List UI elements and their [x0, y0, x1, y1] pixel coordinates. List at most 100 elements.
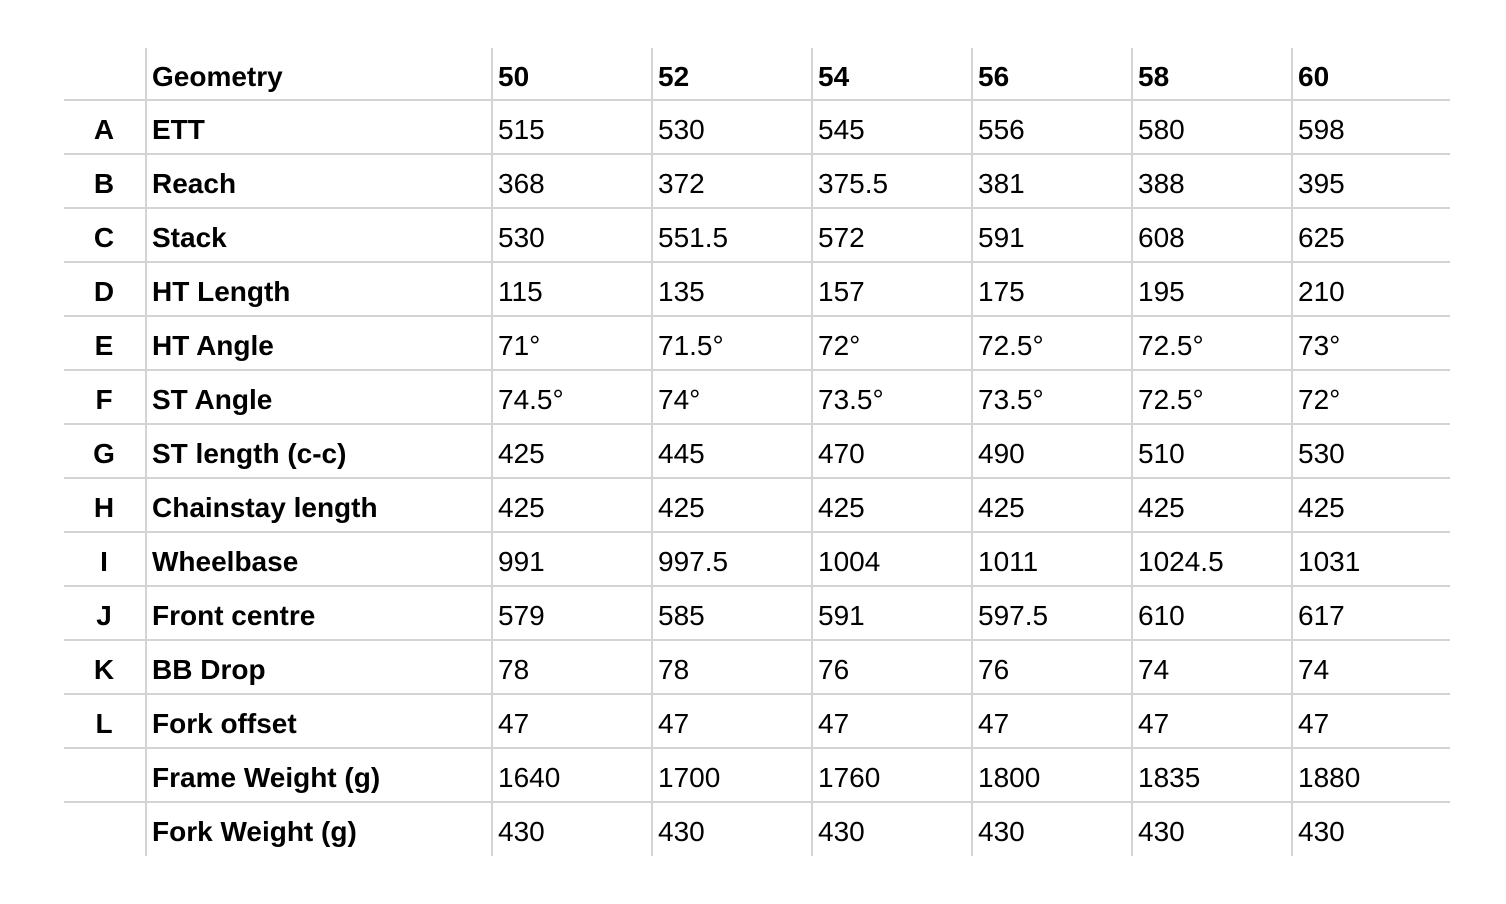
row-label: Fork offset — [152, 708, 297, 739]
row-letter — [64, 751, 144, 805]
table-cell: 579 — [498, 600, 545, 631]
table-cell: 425 — [978, 492, 1025, 523]
table-cell: 1700 — [658, 762, 721, 793]
table-cell: 490 — [978, 438, 1025, 469]
table-cell: 395 — [1298, 168, 1345, 199]
table-cell: 530 — [1298, 438, 1345, 469]
row-label: HT Angle — [152, 330, 274, 361]
table-cell: 47 — [1138, 708, 1170, 739]
row-letter: L — [95, 708, 113, 739]
table-cell: 585 — [658, 600, 705, 631]
table-cell: 74.5° — [498, 384, 564, 415]
table-cell: 74 — [1298, 654, 1330, 685]
table-cell: 76 — [978, 654, 1010, 685]
header-size: 60 — [1298, 61, 1330, 92]
table-cell: 425 — [1298, 492, 1345, 523]
table-cell: 530 — [498, 222, 545, 253]
row-divider — [64, 423, 1450, 425]
table-cell: 510 — [1138, 438, 1185, 469]
table-cell: 425 — [498, 438, 545, 469]
row-label: HT Length — [152, 276, 291, 307]
table-cell: 72° — [1298, 384, 1341, 415]
column-divider — [971, 48, 973, 856]
table-cell: 195 — [1138, 276, 1185, 307]
table-cell: 430 — [658, 816, 705, 847]
row-letter — [64, 805, 144, 859]
row-label: ST Angle — [152, 384, 273, 415]
row-label: Fork Weight (g) — [152, 816, 357, 847]
table-cell: 74 — [1138, 654, 1170, 685]
row-label: ETT — [152, 114, 205, 145]
row-letter: G — [93, 438, 115, 469]
row-divider — [64, 315, 1450, 317]
table-cell: 597.5 — [978, 600, 1049, 631]
row-divider — [64, 369, 1450, 371]
table-cell: 78 — [498, 654, 530, 685]
row-divider — [64, 693, 1450, 695]
table-cell: 608 — [1138, 222, 1185, 253]
header-size: 52 — [658, 61, 690, 92]
row-letter: F — [95, 384, 113, 415]
row-divider — [64, 207, 1450, 209]
table-cell: 425 — [1138, 492, 1185, 523]
row-letter: A — [93, 114, 115, 145]
table-cell: 175 — [978, 276, 1025, 307]
table-cell: 47 — [498, 708, 530, 739]
row-divider — [64, 531, 1450, 533]
table-cell: 445 — [658, 438, 705, 469]
table-cell: 545 — [818, 114, 865, 145]
header-size: 50 — [498, 61, 530, 92]
table-cell: 76 — [818, 654, 850, 685]
table-cell: 580 — [1138, 114, 1185, 145]
table-cell: 551.5 — [658, 222, 729, 253]
row-label: Front centre — [152, 600, 316, 631]
table-cell: 470 — [818, 438, 865, 469]
row-letter: J — [96, 600, 112, 631]
table-cell: 515 — [498, 114, 545, 145]
table-cell: 115 — [498, 276, 543, 307]
header-geometry: Geometry — [152, 61, 283, 92]
table-cell: 991 — [498, 546, 545, 577]
table-cell: 368 — [498, 168, 545, 199]
table-cell: 1800 — [978, 762, 1041, 793]
column-divider — [1291, 48, 1293, 856]
row-label: ST length (c-c) — [152, 438, 347, 469]
column-divider — [145, 48, 147, 856]
table-cell: 74° — [658, 384, 701, 415]
table-cell: 430 — [498, 816, 545, 847]
column-divider — [1131, 48, 1133, 856]
row-letter: K — [93, 654, 115, 685]
table-cell: 997.5 — [658, 546, 729, 577]
row-label: Stack — [152, 222, 227, 253]
row-letter: E — [94, 330, 114, 361]
table-cell: 72.5° — [1138, 384, 1204, 415]
table-cell: 375.5 — [818, 168, 889, 199]
table-cell: 78 — [658, 654, 690, 685]
table-cell: 388 — [1138, 168, 1185, 199]
table-cell: 157 — [818, 276, 865, 307]
table-cell: 425 — [818, 492, 865, 523]
table-cell: 1760 — [818, 762, 881, 793]
table-cell: 425 — [498, 492, 545, 523]
table-cell: 72.5° — [978, 330, 1044, 361]
table-cell: 625 — [1298, 222, 1345, 253]
table-cell: 73° — [1298, 330, 1341, 361]
header-size: 56 — [978, 61, 1010, 92]
table-cell: 135 — [658, 276, 705, 307]
table-cell: 598 — [1298, 114, 1345, 145]
table-cell: 1835 — [1138, 762, 1201, 793]
table-cell: 572 — [818, 222, 865, 253]
table-cell: 210 — [1298, 276, 1345, 307]
row-divider — [64, 585, 1450, 587]
table-cell: 556 — [978, 114, 1025, 145]
row-label: Reach — [152, 168, 237, 199]
table-cell: 1004 — [818, 546, 881, 577]
row-divider — [64, 99, 1450, 101]
table-cell: 1011 — [978, 546, 1039, 577]
row-letter: I — [100, 546, 108, 577]
table-cell: 381 — [978, 168, 1025, 199]
table-cell: 1031 — [1298, 546, 1361, 577]
table-cell: 610 — [1138, 600, 1185, 631]
table-cell: 591 — [818, 600, 865, 631]
row-letter: D — [93, 276, 115, 307]
